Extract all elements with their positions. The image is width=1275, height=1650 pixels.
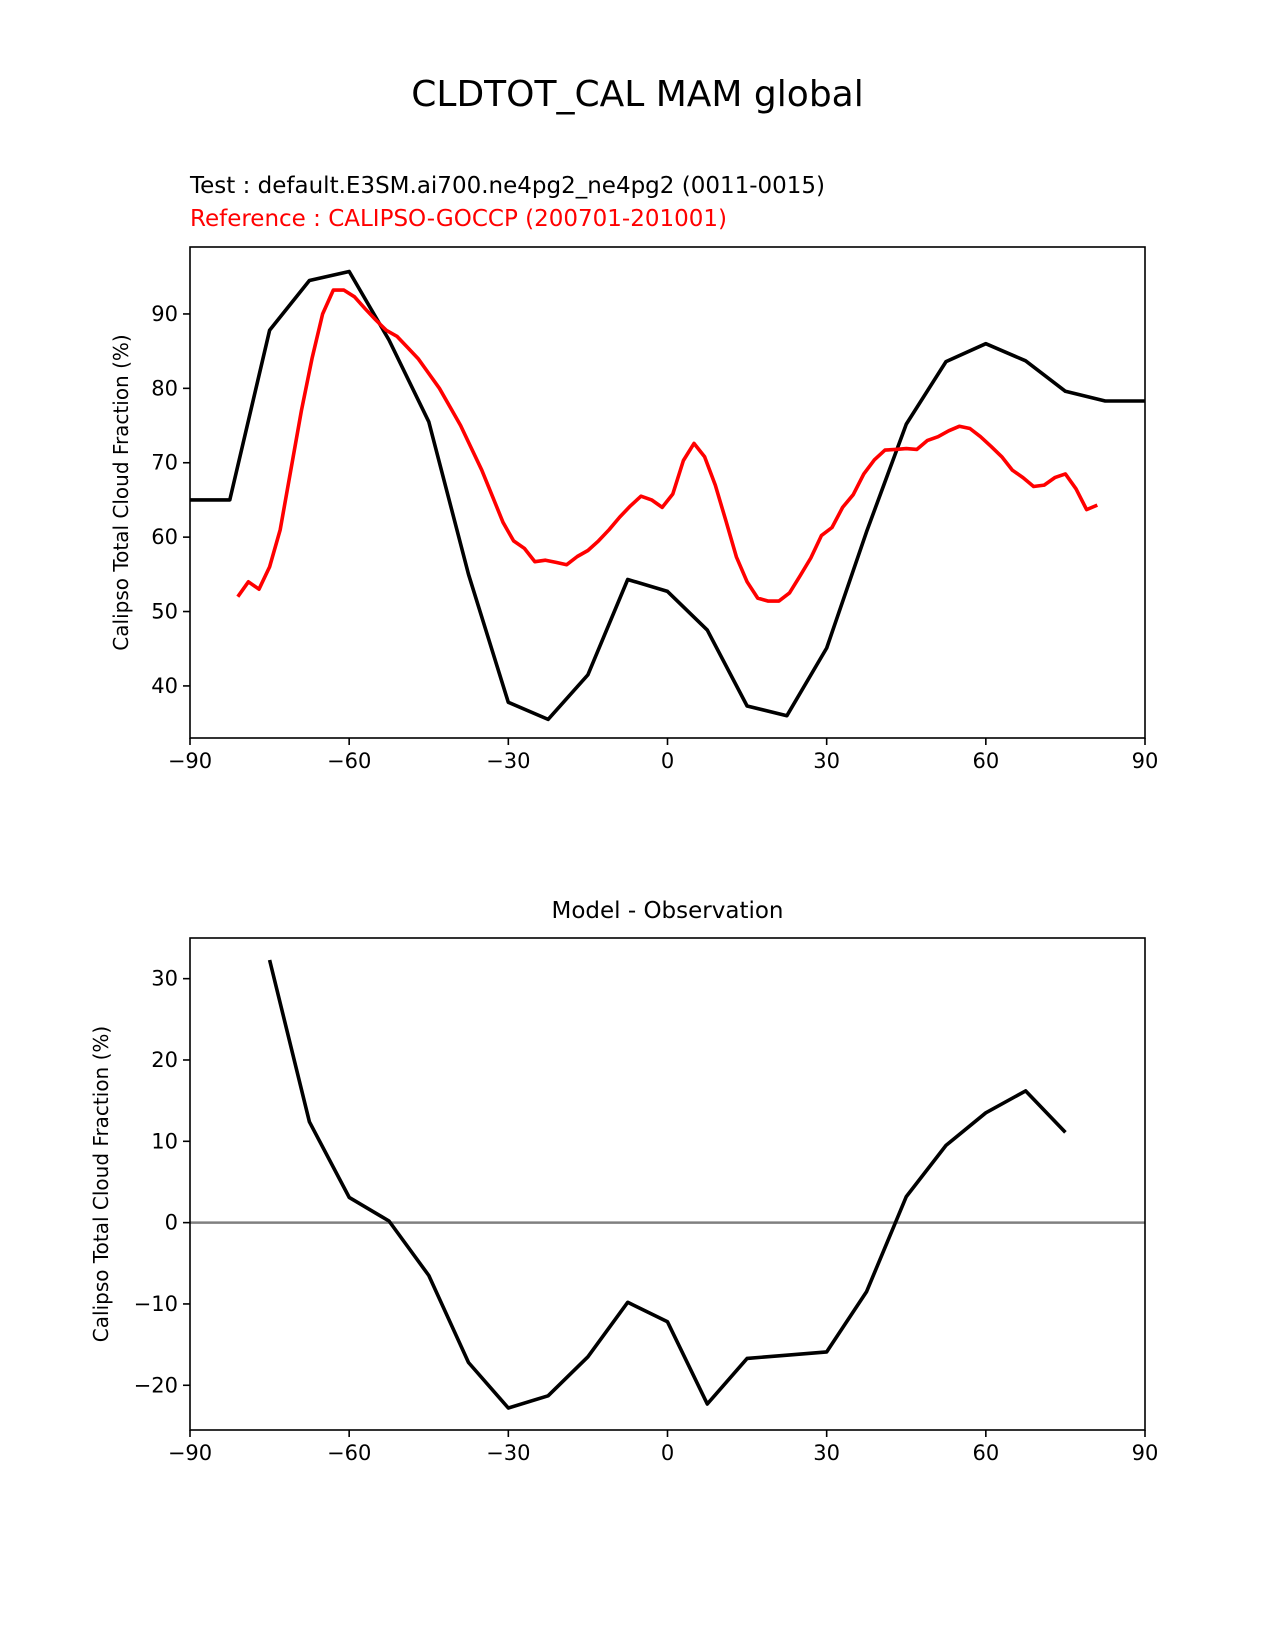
y-tick-label: 20	[151, 1048, 178, 1072]
x-tick-label: −90	[168, 749, 212, 773]
y-tick-label: 90	[151, 302, 178, 326]
x-tick-label: 0	[661, 1441, 674, 1465]
plot-frame	[189, 937, 1146, 1431]
y-tick-label: 80	[151, 376, 178, 400]
x-tick-label: −30	[486, 749, 530, 773]
x-tick-label: 30	[813, 1441, 840, 1465]
y-tick-label: 50	[151, 600, 178, 624]
top-panel-comparison: −90 −60 −30 0 30 60 90 40 50 60 70 80 90 Calipso Tota…	[109, 246, 1159, 773]
x-tick-label: −60	[327, 1441, 371, 1465]
reference-series-line	[236, 288, 1098, 603]
x-tick-label: −30	[486, 1441, 530, 1465]
y-axis-label: Calipso Total Cloud Fraction (%)	[89, 1026, 113, 1342]
y-tick-label: −10	[134, 1292, 178, 1316]
test-label: Test : default.E3SM.ai700.ne4pg2_ne4pg2 …	[190, 173, 826, 199]
x-tick-label: 90	[1132, 1441, 1159, 1465]
plot-frame	[189, 246, 1146, 739]
y-tick-label: 70	[151, 451, 178, 475]
x-tick-label: −60	[327, 749, 371, 773]
difference-panel-title: Model - Observation	[551, 898, 784, 924]
y-axis-label: Calipso Total Cloud Fraction (%)	[109, 334, 133, 650]
x-tick-label: 60	[972, 749, 999, 773]
figure-title: CLDTOT_CAL MAM global	[411, 74, 864, 115]
y-tick-label: 40	[151, 674, 178, 698]
y-tick-label: 30	[151, 967, 178, 991]
reference-label: Reference : CALIPSO-GOCCP (200701-201001…	[190, 206, 728, 232]
bottom-panel-difference: −90 −60 −30 0 30 60 90 −20 −10 0 10 20 30 Calipso Tot…	[89, 937, 1159, 1465]
test-series-line	[190, 269, 1145, 722]
x-tick-label: −90	[168, 1441, 212, 1465]
x-tick-label: 30	[813, 749, 840, 773]
x-tick-label: 0	[661, 749, 674, 773]
difference-series-line	[267, 959, 1067, 1410]
y-tick-label: −20	[134, 1373, 178, 1397]
x-tick-label: 60	[972, 1441, 999, 1465]
y-tick-label: 60	[151, 525, 178, 549]
x-tick-label: 90	[1132, 749, 1159, 773]
y-tick-label: 0	[165, 1211, 178, 1235]
y-tick-label: 10	[151, 1129, 178, 1153]
